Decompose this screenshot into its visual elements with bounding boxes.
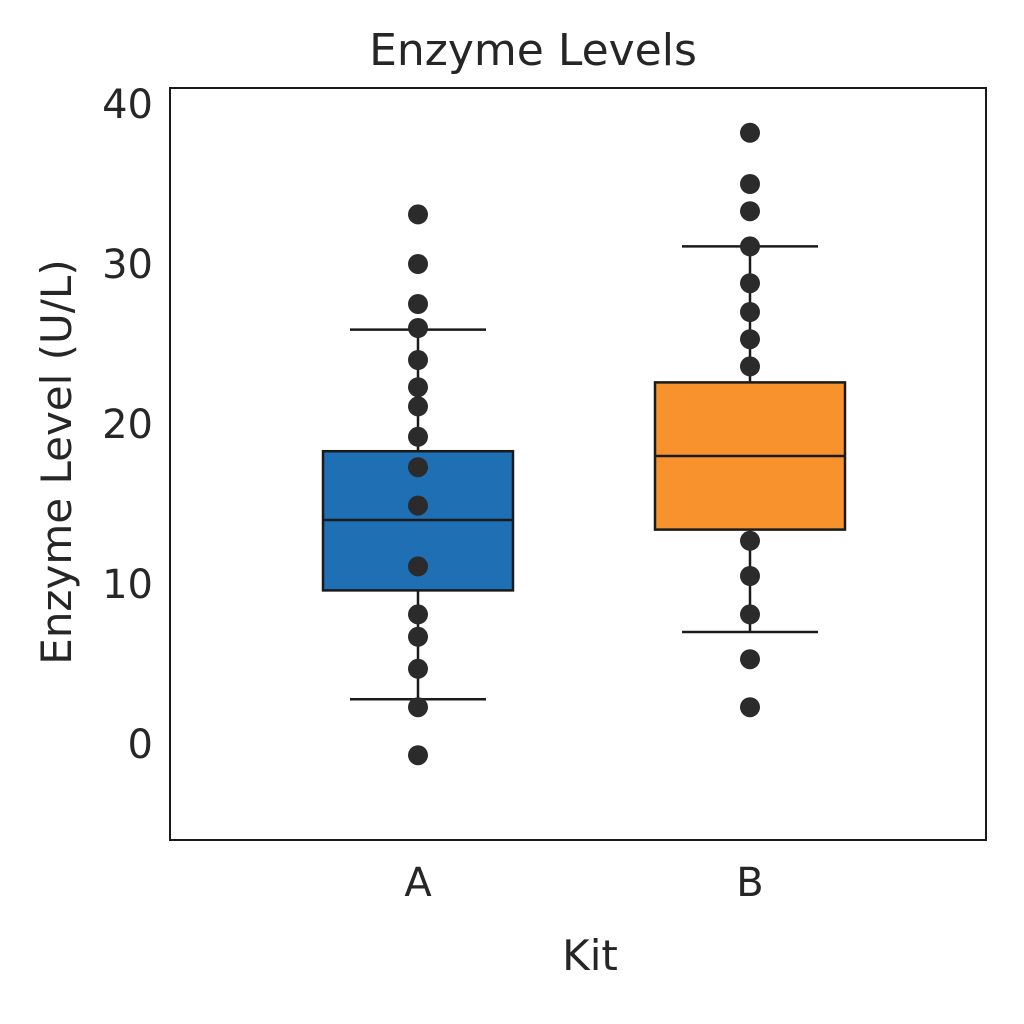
y-tick-label: 10 <box>102 562 153 608</box>
chart-title: Enzyme Levels <box>369 25 697 76</box>
data-point <box>740 697 760 718</box>
data-point <box>408 556 428 577</box>
y-tick-label: 40 <box>102 82 153 128</box>
data-point <box>740 201 760 222</box>
data-point <box>408 457 428 478</box>
data-point <box>740 356 760 377</box>
plot-frame <box>169 87 987 841</box>
data-point <box>740 236 760 257</box>
data-point <box>408 495 428 516</box>
y-tick-label: 30 <box>102 242 153 288</box>
plot-area <box>169 87 987 841</box>
points-layer <box>408 122 760 766</box>
x-tick-label: B <box>736 860 763 906</box>
y-axis-label: Enzyme Level (U/L) <box>32 259 81 664</box>
data-point <box>740 122 760 143</box>
data-point <box>408 294 428 314</box>
data-point <box>408 604 428 625</box>
data-point <box>408 204 428 225</box>
data-point <box>408 626 428 647</box>
data-point <box>408 697 428 718</box>
data-point <box>408 350 428 370</box>
y-tick-label: 20 <box>102 402 153 448</box>
data-point <box>740 174 760 194</box>
data-point <box>408 745 428 766</box>
y-tick-label: 0 <box>128 722 153 768</box>
y-axis-ticks: 0 10 20 30 40 <box>102 82 153 768</box>
data-point <box>740 329 760 350</box>
data-point <box>408 377 428 398</box>
boxes-layer <box>321 245 847 701</box>
x-tick-label: A <box>404 860 432 906</box>
data-point <box>740 530 760 551</box>
data-point <box>740 604 760 625</box>
data-point <box>740 566 760 586</box>
data-point <box>408 658 428 679</box>
data-point <box>408 396 428 417</box>
data-point <box>740 302 760 322</box>
data-point <box>408 318 428 338</box>
data-point <box>740 273 760 294</box>
data-point <box>408 426 428 447</box>
data-point <box>408 254 428 274</box>
x-axis-label: Kit <box>562 931 618 980</box>
data-point <box>740 649 760 670</box>
